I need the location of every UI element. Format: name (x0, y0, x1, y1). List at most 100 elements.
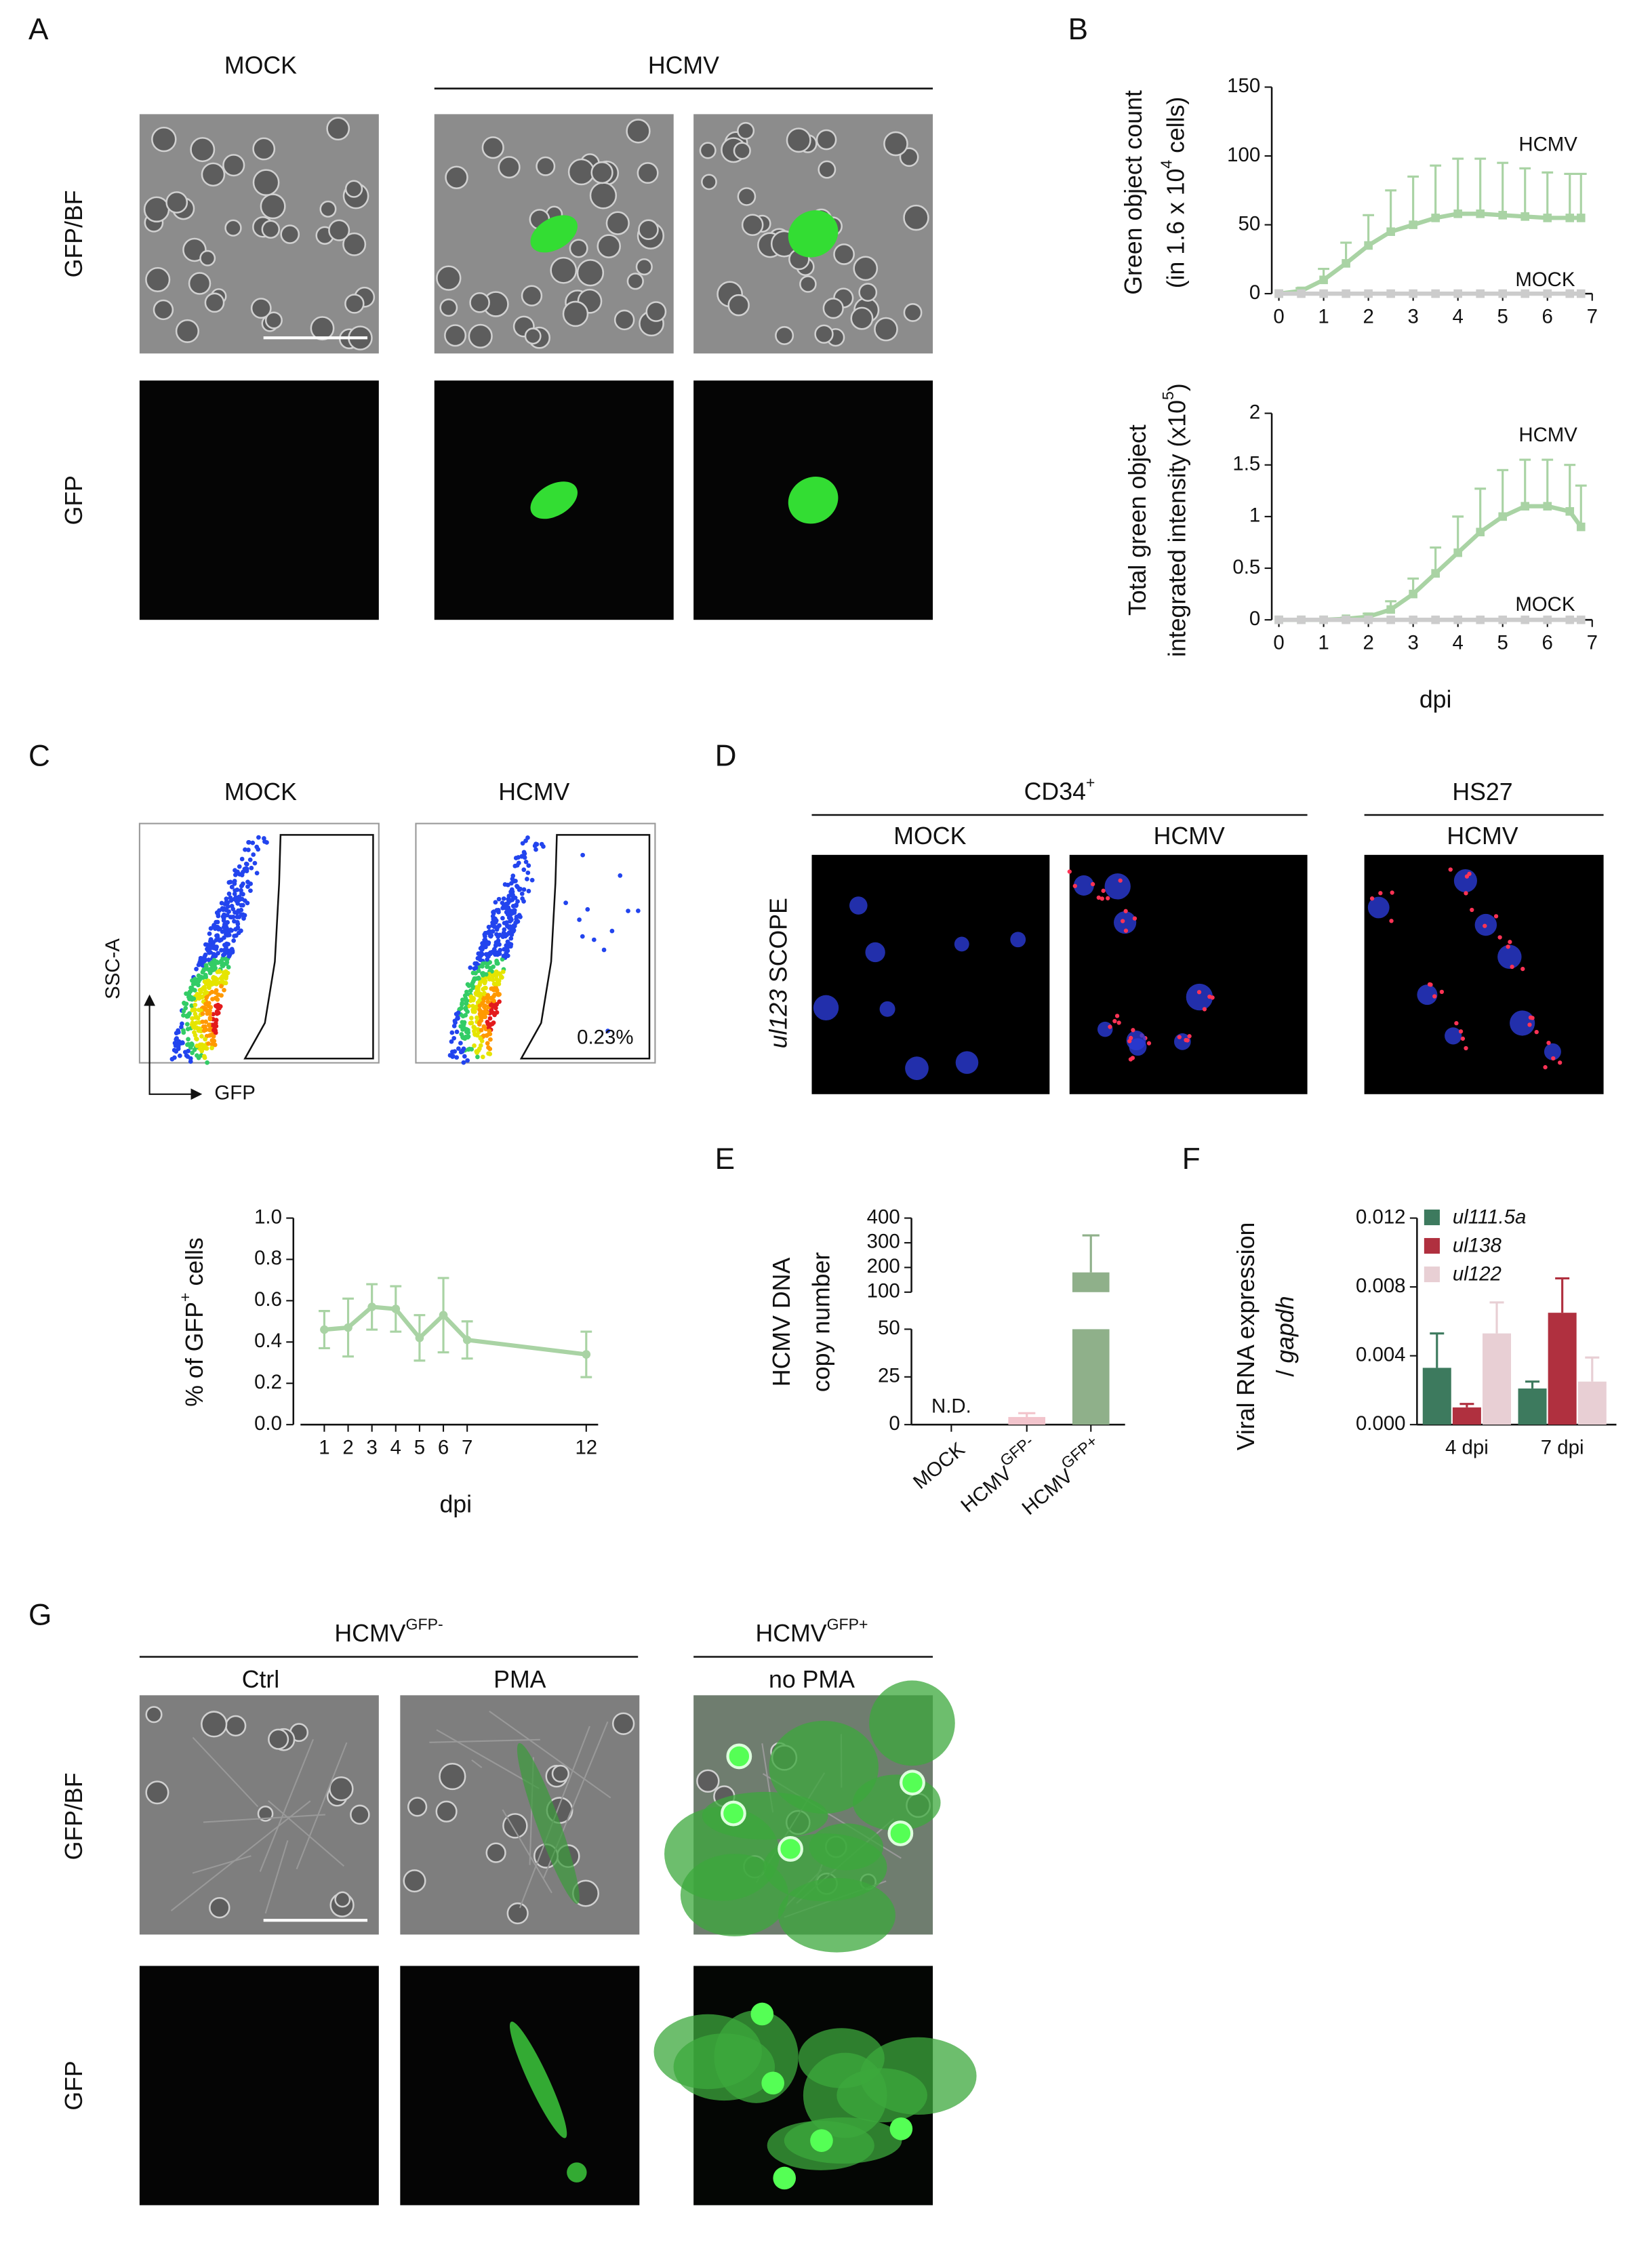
flow-event (193, 1002, 198, 1008)
flow-event (184, 1014, 190, 1019)
flow-event (200, 1011, 205, 1016)
rna-dot (1185, 1038, 1190, 1043)
gfp-cell (567, 2162, 587, 2183)
marker (1297, 615, 1306, 624)
marker (1498, 512, 1508, 521)
x-tick-label: 6 (438, 1437, 449, 1459)
rna-dot (1187, 1034, 1192, 1039)
rna-dot (1100, 896, 1104, 901)
flow-event (226, 904, 230, 909)
flow-event (469, 1020, 475, 1026)
y-axis-label: Total green object (1124, 424, 1151, 616)
flow-event (200, 1019, 205, 1024)
x-tick-label: 6 (1542, 306, 1553, 328)
gfp-cell (750, 2002, 774, 2026)
flow-event (534, 841, 540, 847)
flow-event (199, 1047, 205, 1052)
nucleus (849, 896, 868, 915)
x-tick-label: 1 (1318, 632, 1329, 654)
rna-dot (1118, 878, 1123, 883)
cell (319, 200, 337, 218)
row-label: ul123 SCOPE (765, 898, 792, 1048)
cell (329, 1776, 354, 1801)
cell (165, 191, 188, 214)
series-line (324, 1304, 587, 1357)
flow-event (458, 1041, 463, 1045)
rna-dot (1128, 1057, 1133, 1062)
flow-event (463, 1005, 468, 1010)
x-tick-label: 4 dpi (1445, 1437, 1489, 1459)
rna-dot (1448, 867, 1453, 872)
nucleus (905, 1056, 929, 1080)
marker (1319, 289, 1328, 298)
cell (201, 162, 226, 187)
cell (562, 300, 589, 327)
cell (344, 180, 363, 198)
y-axis-label: integrated intensity (x105) (1159, 383, 1191, 657)
rna-dot (1428, 982, 1433, 987)
x-tick-label: 3 (1407, 632, 1418, 654)
rna-dot (1067, 869, 1072, 874)
cell (439, 1762, 466, 1791)
flow-event (456, 1046, 461, 1051)
flow-event (482, 991, 487, 996)
flow-event (494, 970, 499, 974)
flow-event (173, 1043, 178, 1048)
flow-event (229, 904, 235, 909)
rna-dot (1390, 890, 1394, 895)
flow-event (256, 835, 261, 840)
cell (151, 126, 177, 153)
flow-event (187, 989, 193, 995)
flow-event (470, 970, 476, 976)
micrograph (811, 854, 1050, 1094)
flow-event (202, 991, 207, 996)
flow-event (497, 992, 502, 997)
column-label: HCMV (1447, 822, 1518, 850)
flow-event (497, 971, 502, 976)
marker (1342, 615, 1350, 624)
flow-event (179, 1024, 184, 1030)
x-tick-label: 0 (1273, 632, 1284, 654)
flow-event (449, 1030, 455, 1035)
flow-event (196, 973, 201, 978)
flow-event (200, 970, 205, 975)
flow-event (481, 997, 486, 1001)
flow-event (477, 1003, 483, 1008)
nucleus (1367, 896, 1390, 919)
marker (391, 1304, 401, 1313)
flow-event (200, 986, 205, 991)
cell (328, 219, 350, 241)
rna-dot (1108, 1024, 1112, 1029)
bar (1422, 1368, 1451, 1425)
cell (903, 204, 929, 231)
fiber (203, 1814, 325, 1823)
flow-event (200, 962, 205, 968)
flow-event (526, 863, 531, 869)
flow-event (208, 925, 214, 931)
flow-event (181, 1028, 186, 1033)
marker (1576, 214, 1586, 222)
flow-event (491, 998, 496, 1003)
flow-event (243, 861, 249, 866)
flow-event (190, 987, 195, 992)
flow-event (237, 864, 242, 869)
gfp-area (798, 2028, 885, 2088)
flow-event (228, 895, 233, 900)
cell (567, 158, 595, 186)
rna-dot (1129, 1035, 1133, 1041)
flow-event (224, 949, 228, 954)
flow-event (461, 1060, 466, 1065)
marker (1476, 615, 1485, 624)
group-label-part: HCMV (755, 1620, 826, 1648)
flow-event (223, 969, 228, 974)
marker (1476, 527, 1485, 537)
row-label: GFP (60, 2060, 87, 2110)
flow-event (533, 847, 538, 852)
cell (204, 292, 225, 313)
flow-event (214, 919, 219, 925)
y-tick-label: 0 (889, 1412, 900, 1435)
flow-event (214, 910, 220, 915)
panel-letter: C (28, 740, 50, 773)
cell (815, 129, 837, 151)
